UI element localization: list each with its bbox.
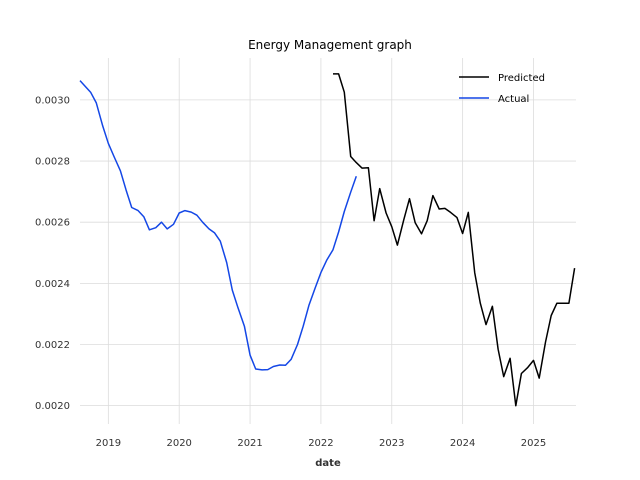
x-tick-label: 2023 [379,438,404,449]
y-axis-ticks: 0.0020 0.0022 0.0024 0.0026 0.0028 0.0030 [35,95,70,412]
x-tick-label: 2019 [96,438,121,449]
y-tick-label: 0.0030 [35,95,70,106]
legend-label-actual: Actual [498,94,529,105]
legend-label-predicted: Predicted [498,73,545,84]
series-line-predicted [333,73,576,407]
series-line-actual [79,80,358,371]
x-axis-ticks: 2019 2020 2021 2022 2023 2024 2025 [96,438,547,449]
series-layer [79,73,576,407]
x-tick-label: 2022 [308,438,333,449]
x-axis-label: date [315,458,341,469]
x-tick-label: 2025 [521,438,546,449]
y-tick-label: 0.0028 [35,157,70,168]
chart-title: Energy Management graph [248,38,412,52]
grid [80,58,576,424]
x-tick-label: 2024 [450,438,475,449]
legend: Predicted Actual [459,73,545,105]
y-tick-label: 0.0020 [35,401,70,412]
y-tick-label: 0.0024 [35,279,70,290]
x-tick-label: 2020 [166,438,191,449]
x-tick-label: 2021 [237,438,262,449]
y-tick-label: 0.0026 [35,218,70,229]
y-tick-label: 0.0022 [35,340,70,351]
